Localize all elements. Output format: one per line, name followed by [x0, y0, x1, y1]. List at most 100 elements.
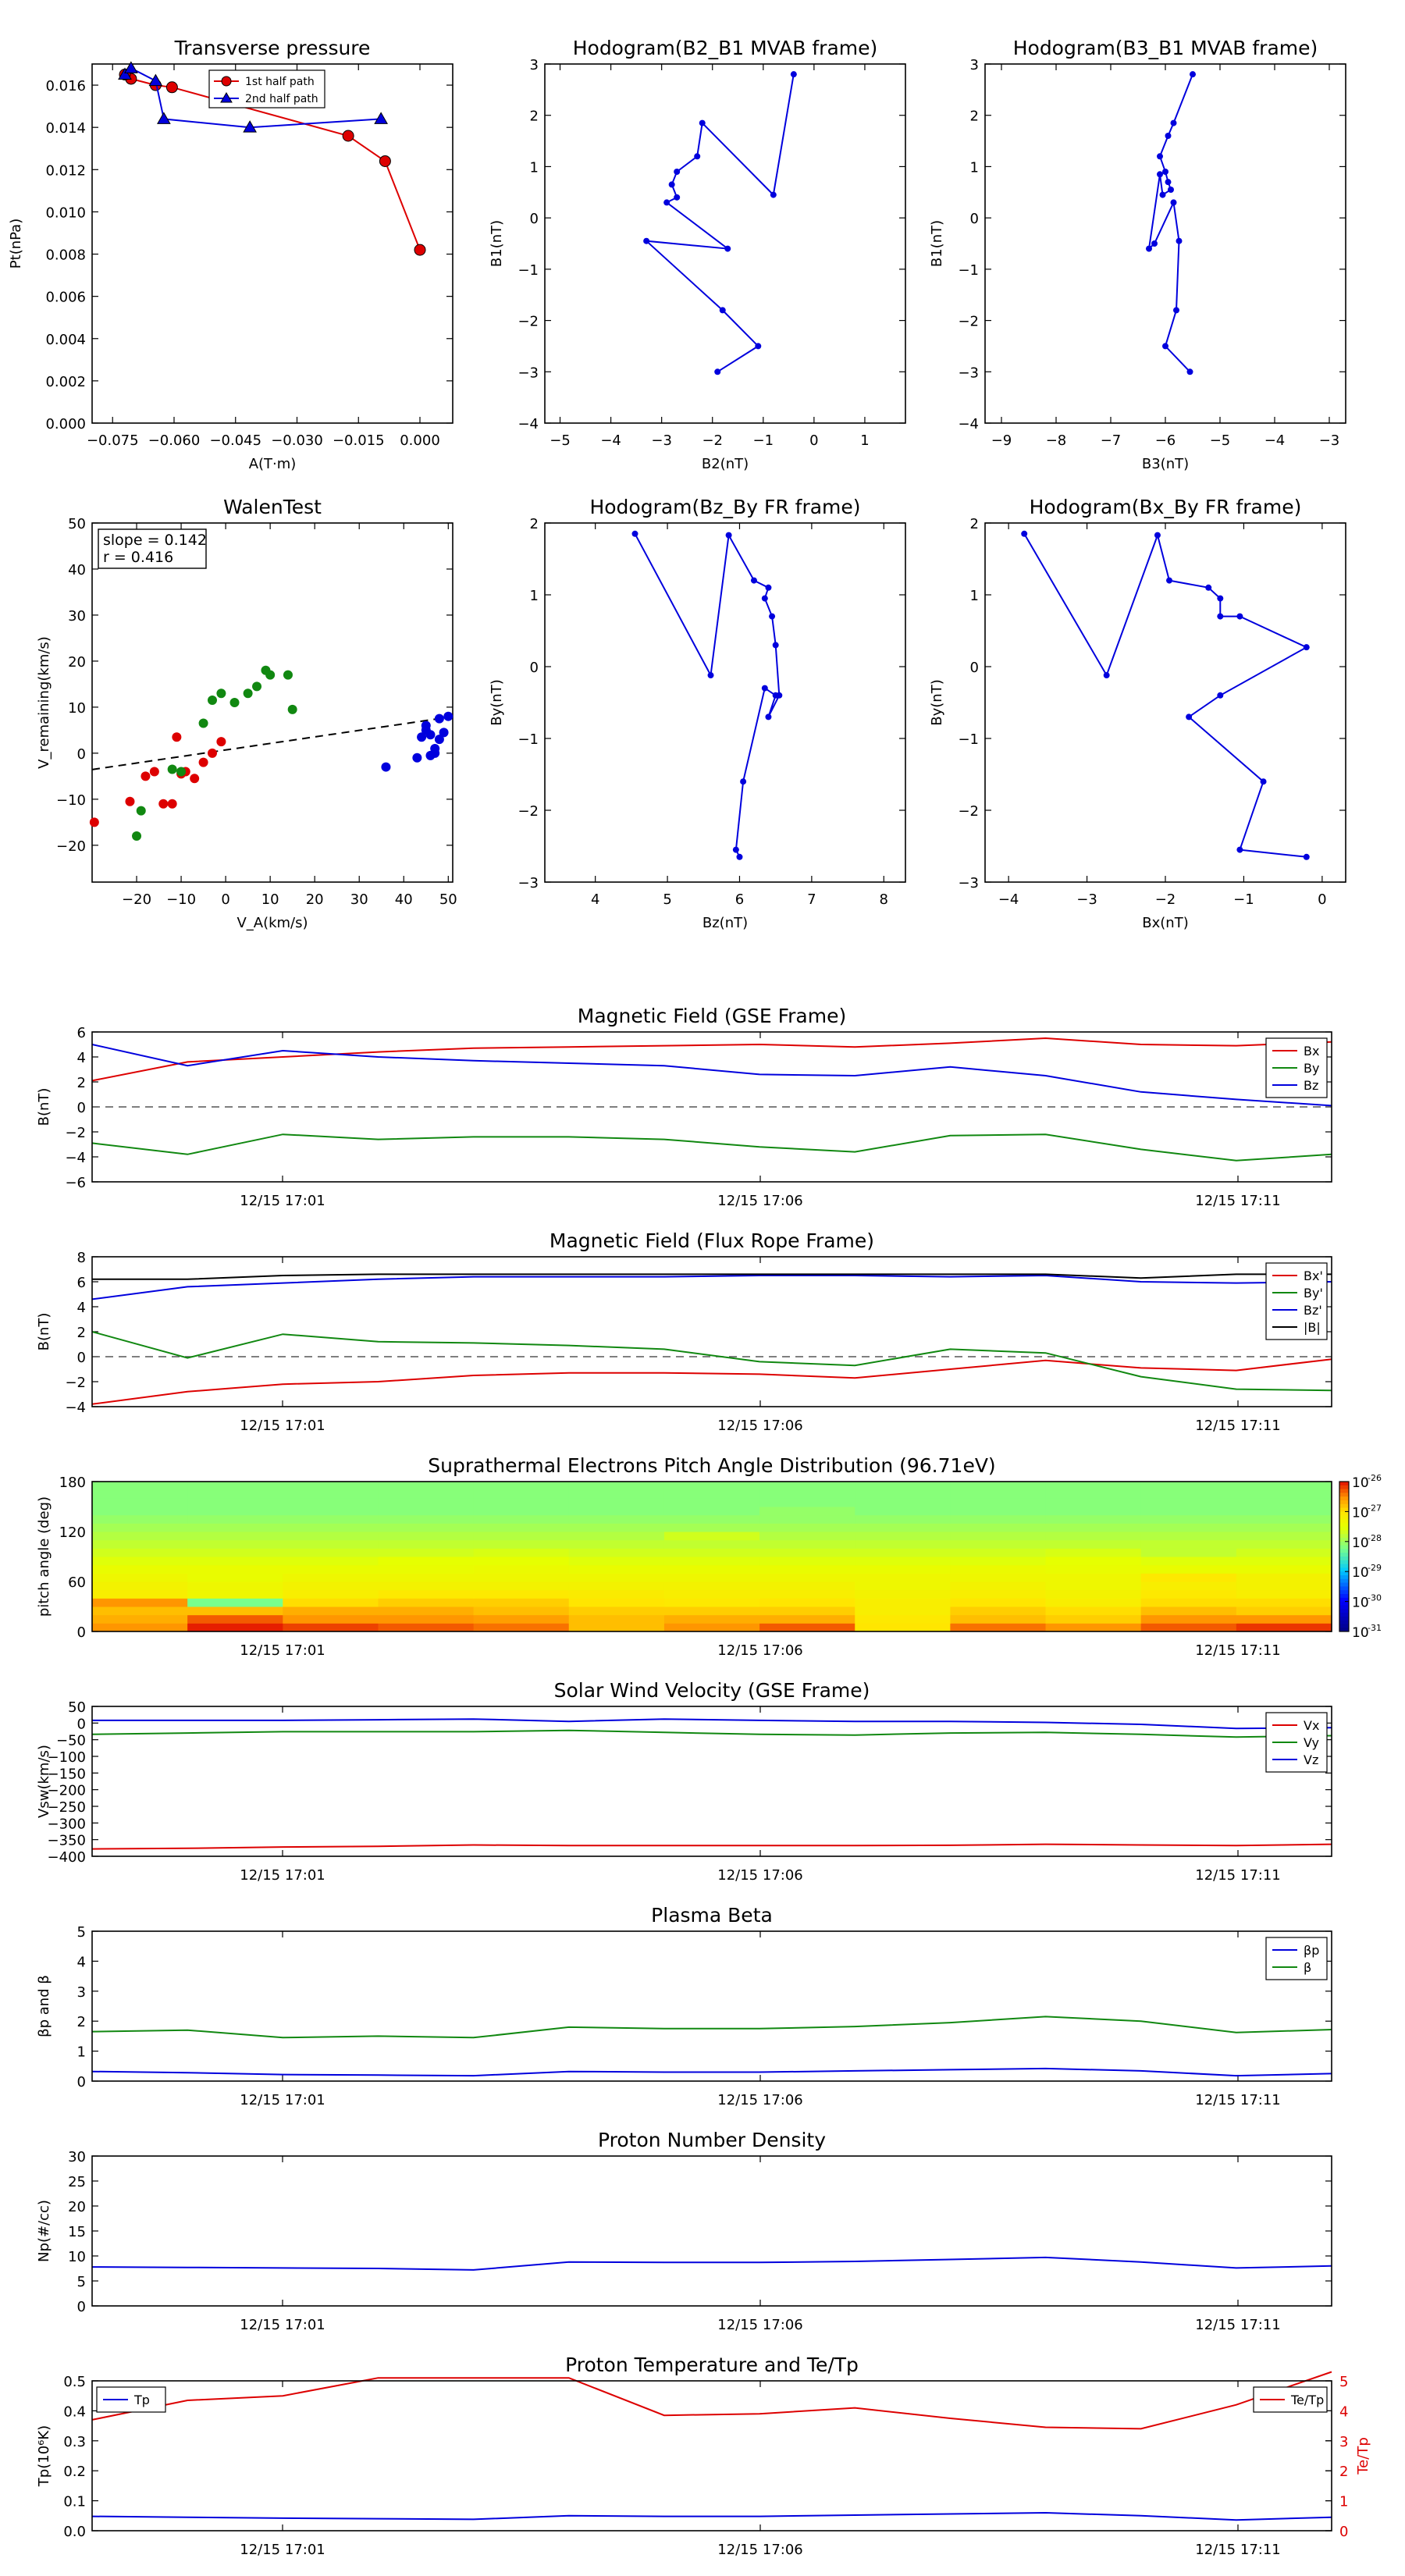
walen-x-label: V_A(km/s): [237, 915, 308, 931]
walen-point: [167, 764, 177, 774]
tp-series-line: [91, 2371, 1332, 2430]
vsw-y-tick-label: −350: [48, 1833, 86, 1849]
pad-heatmap-cell: [568, 1614, 665, 1624]
pad-heatmap-cell: [473, 1623, 570, 1632]
pad-heatmap-cell: [92, 1582, 188, 1591]
pad-heatmap-cell: [950, 1532, 1047, 1541]
pad-colorbar-segment: [1339, 1485, 1349, 1490]
walen-point: [216, 737, 226, 747]
pad-heatmap-cell: [1045, 1557, 1142, 1566]
hzy-y-label: By(nT): [489, 679, 505, 725]
pt-x-tick-label: 0.000: [400, 432, 440, 449]
walen-y-tick-label: 0: [77, 746, 86, 763]
pad-colorbar-segment: [1339, 1590, 1349, 1595]
pad-heatmap-cell: [187, 1498, 283, 1507]
pad-colorbar-exponent: -29: [1368, 1563, 1382, 1573]
h21-x-tick-label: −2: [702, 432, 723, 449]
pad-heatmap-cell: [92, 1539, 188, 1549]
hxy-hodogram-line: [1023, 532, 1309, 858]
pad-heatmap-cell: [663, 1582, 760, 1591]
walen-point: [439, 728, 449, 738]
pad-heatmap-cell: [473, 1514, 570, 1524]
pad-heatmap-cell: [1045, 1623, 1142, 1632]
tp-y-tick-label: 0.0: [63, 2524, 86, 2540]
h31-x-tick-label: −6: [1155, 432, 1176, 449]
pt-point: [414, 244, 426, 256]
h21-x-tick-label: −1: [753, 432, 774, 449]
vsw-series-line: [91, 1843, 1332, 1850]
tp-y2-tick-label: 4: [1339, 2403, 1348, 2420]
pad-heatmap-cell: [950, 1489, 1047, 1499]
bgse-axes-frame: [91, 1031, 1332, 1183]
pad-heatmap-cell: [1236, 1489, 1332, 1499]
pad-heatmap-cell: [187, 1507, 283, 1516]
walen-y-tick-label: −10: [56, 792, 86, 809]
walen-annotation-box: [98, 528, 207, 569]
pad-heatmap-cell: [1045, 1532, 1142, 1541]
h31-x-tick-label: −5: [1210, 432, 1231, 449]
pad-heatmap-cell: [187, 1598, 283, 1607]
bfr-legend-label: By': [1304, 1286, 1323, 1300]
bgse-time-tick-label: 12/15 17:01: [240, 1193, 325, 1209]
bgse-y-tick-label: −4: [65, 1150, 86, 1166]
pad-heatmap-cell: [92, 1564, 188, 1574]
pad-heatmap-cell: [568, 1606, 665, 1616]
pad-heatmap-cell: [473, 1532, 570, 1541]
pad-heatmap-cell: [568, 1557, 665, 1566]
hxy-point: [1303, 644, 1310, 651]
pad-heatmap-cell: [187, 1482, 283, 1491]
pad-heatmap-cell: [378, 1573, 475, 1582]
np-axes-frame: [91, 2155, 1332, 2307]
pad-heatmap-cell: [92, 1589, 188, 1599]
h31-point: [1190, 71, 1196, 78]
pad-heatmap-cell: [473, 1557, 570, 1566]
walen-x-tick-label: 0: [221, 891, 229, 908]
bfr-title: Magnetic Field (Flux Rope Frame): [550, 1229, 874, 1252]
h31-point: [1146, 245, 1152, 252]
pad-heatmap-cell: [1140, 1606, 1237, 1616]
h31-point: [1165, 133, 1172, 139]
pad-heatmap-cell: [473, 1507, 570, 1516]
pad-heatmap-cell: [759, 1623, 855, 1632]
walen-point: [190, 774, 200, 784]
bfr-legend-label: |B|: [1304, 1320, 1321, 1335]
hzy-point: [732, 846, 739, 853]
bgse-legend-label: Bx: [1304, 1044, 1319, 1059]
bfr-time-tick-label: 12/15 17:01: [240, 1418, 325, 1434]
walen-point: [132, 831, 142, 841]
beta-title: Plasma Beta: [651, 1904, 773, 1927]
walen-point: [243, 688, 253, 699]
bgse-series-line: [91, 1133, 1332, 1162]
pad-heatmap-cell: [92, 1548, 188, 1557]
hxy-y-tick-label: −3: [958, 875, 979, 891]
pad-colorbar-segment: [1339, 1489, 1349, 1493]
pad-heatmap-cell: [663, 1557, 760, 1566]
pad-time-tick-label: 12/15 17:01: [240, 1642, 325, 1659]
pad-heatmap-cell: [855, 1523, 951, 1532]
pad-heatmap-cell: [1140, 1514, 1237, 1524]
pad-heatmap-cell: [855, 1614, 951, 1624]
pad-heatmap-cell: [568, 1589, 665, 1599]
pad-heatmap-cell: [950, 1573, 1047, 1582]
pt-y-tick-label: 0.006: [45, 290, 86, 306]
np-y-tick-label: 20: [68, 2199, 86, 2215]
np-y-tick-label: 10: [68, 2249, 86, 2265]
pad-heatmap-cell: [378, 1598, 475, 1607]
pad-heatmap-cell: [187, 1523, 283, 1532]
pad-heatmap-cell: [1140, 1623, 1237, 1632]
walen-point: [283, 670, 293, 680]
walen-x-tick-label: 20: [306, 891, 324, 908]
pad-heatmap-cell: [187, 1564, 283, 1574]
h21-point: [724, 245, 731, 252]
h21-y-tick-label: −2: [518, 314, 539, 330]
h31-y-label: B1(nT): [929, 220, 945, 267]
walen-point: [434, 735, 444, 745]
h21-x-tick-label: −3: [651, 432, 672, 449]
hxy-axes-frame: [984, 522, 1346, 883]
pad-heatmap-cell: [759, 1589, 855, 1599]
pad-time-tick-label: 12/15 17:06: [717, 1642, 802, 1659]
walen-annotation-line: slope = 0.142: [103, 532, 207, 549]
np-title: Proton Number Density: [598, 2129, 826, 2151]
pad-colorbar-segment: [1339, 1586, 1349, 1591]
pt-point: [374, 112, 388, 124]
